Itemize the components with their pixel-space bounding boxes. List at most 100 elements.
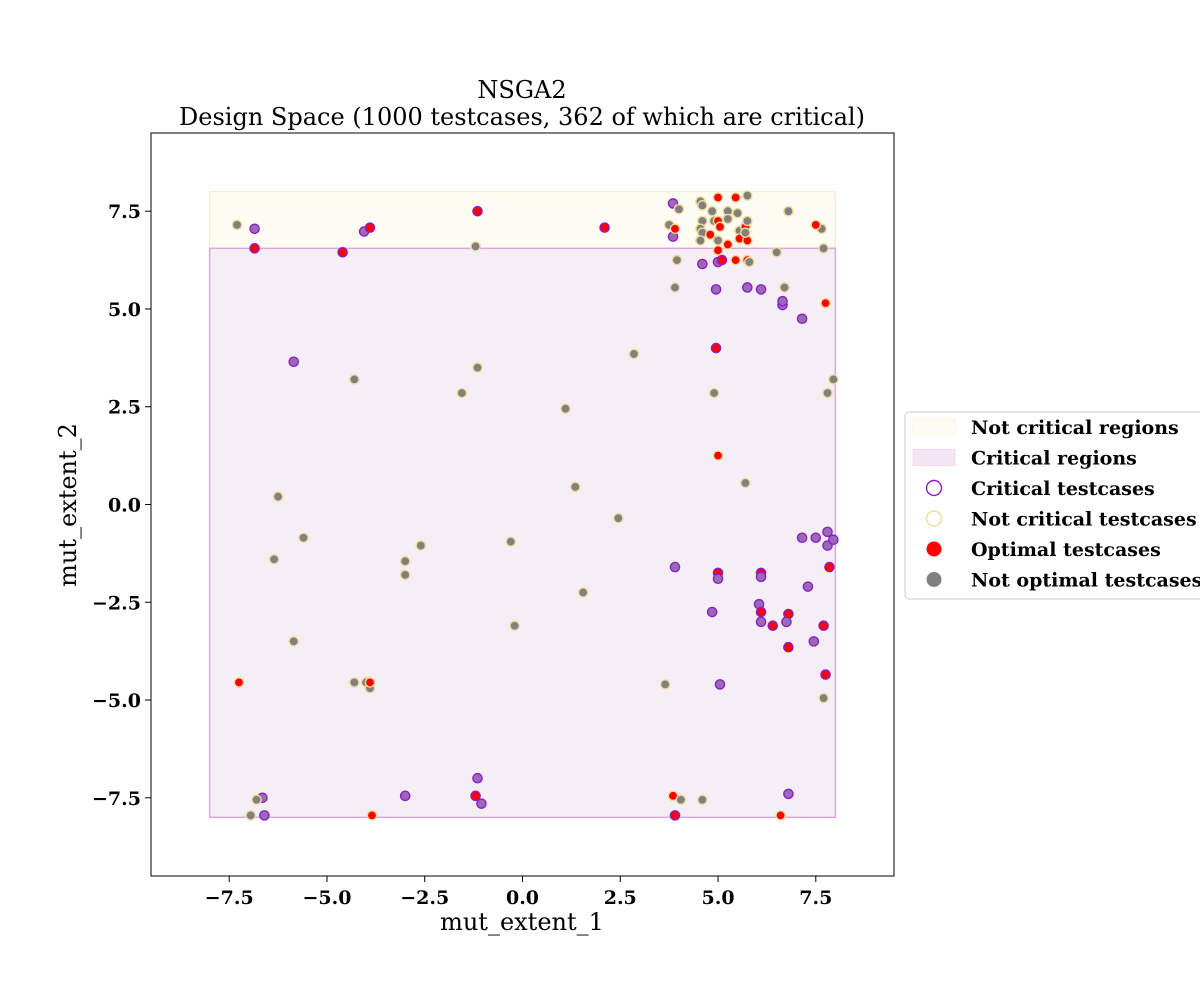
testcase-point-27: [233, 677, 245, 688]
testcase-point-36: [399, 790, 411, 802]
testcase-point-41: [659, 679, 671, 690]
testcase-point-59: [755, 616, 767, 628]
testcase-point-8: [599, 222, 610, 233]
y-tick-label-0: −7.5: [92, 788, 141, 810]
testcase-point-99: [783, 205, 794, 217]
testcase-point-84: [755, 284, 767, 295]
testcase-point-85: [742, 282, 753, 293]
y-tick-label-1: −5.0: [92, 690, 141, 712]
legend-label-region-critical: Critical regions: [971, 448, 1137, 470]
testcase-point-43: [675, 794, 687, 806]
testcase-point-17: [268, 553, 280, 565]
testcase-point-9: [288, 356, 300, 368]
testcase-point-13: [560, 403, 571, 414]
testcase-point-45: [697, 794, 708, 806]
testcase-point-122: [730, 192, 741, 203]
testcase-point-46: [775, 810, 786, 821]
legend-item-not-critical-marker: Not critical testcases: [925, 509, 1197, 531]
testcase-point-86: [710, 284, 722, 295]
testcase-point-2: [249, 243, 260, 254]
testcase-point-62: [781, 616, 792, 628]
testcase-point-48: [818, 692, 829, 704]
testcase-point-87: [669, 282, 681, 293]
legend-label-not-critical-marker: Not critical testcases: [971, 509, 1197, 531]
y-tick-label-3: 0.0: [108, 495, 141, 517]
legend-marker-optimal: [926, 541, 942, 557]
testcase-point-47: [783, 788, 794, 800]
chart-title-line2: Design Space (1000 testcases, 362 of whi…: [179, 103, 865, 131]
x-axis-ticks: −7.5 −5.0 −2.5 0.0 2.5 5.0 7.5: [205, 876, 832, 909]
testcase-point-110: [695, 235, 706, 246]
testcase-point-12: [456, 387, 468, 399]
y-tick-label-5: 5.0: [108, 299, 141, 321]
testcase-point-54: [706, 606, 718, 618]
legend-item-optimal-marker: Optimal testcases: [926, 539, 1161, 561]
testcase-point-5: [364, 222, 376, 233]
testcase-point-77: [822, 387, 833, 399]
legend-items: Not critical regions Critical regions Crit…: [912, 417, 1200, 592]
testcase-point-70: [822, 526, 833, 538]
testcase-point-25: [509, 620, 520, 632]
testcase-point-112: [706, 205, 718, 217]
testcase-point-95: [771, 246, 782, 258]
testcase-point-121: [722, 213, 734, 225]
testcase-point-23: [613, 512, 624, 524]
x-tick-label-5: 5.0: [701, 887, 734, 909]
testcase-point-83: [779, 282, 790, 293]
testcase-point-0: [231, 219, 243, 231]
testcase-point-102: [669, 223, 681, 235]
testcase-point-65: [808, 636, 820, 647]
testcase-point-88: [671, 254, 683, 266]
testcase-point-80: [796, 313, 808, 325]
testcase-point-69: [810, 532, 822, 544]
testcase-point-16: [298, 532, 309, 544]
legend: Not critical regions Critical regions Crit…: [904, 411, 1200, 600]
critical-region: [208, 247, 837, 819]
testcase-point-11: [472, 362, 483, 373]
testcase-point-33: [251, 794, 262, 806]
legend-swatch-critical-region: [912, 449, 956, 466]
testcase-point-20: [415, 540, 427, 551]
testcase-point-98: [810, 219, 822, 231]
testcase-point-34: [245, 810, 257, 821]
testcase-point-82: [777, 295, 788, 307]
testcase-point-6: [472, 205, 483, 217]
testcase-point-129: [740, 227, 751, 239]
legend-swatch-not-critical-region: [912, 418, 956, 436]
testcase-point-92: [730, 254, 741, 266]
testcase-point-24: [577, 587, 589, 598]
x-tick-label-3: 0.0: [506, 887, 539, 909]
testcase-point-91: [716, 254, 728, 266]
chart-title-line1: NSGA2: [477, 76, 566, 104]
testcase-point-73: [740, 477, 751, 489]
testcase-point-123: [732, 207, 743, 219]
testcase-point-49: [820, 669, 831, 680]
testcase-point-40: [476, 798, 487, 809]
y-tick-label-6: 7.5: [108, 201, 141, 223]
testcase-point-63: [783, 641, 794, 653]
testcase-point-119: [722, 239, 734, 250]
testcase-point-56: [755, 571, 767, 583]
testcase-point-53: [712, 573, 724, 585]
points-layer: [231, 190, 839, 821]
testcase-point-60: [767, 620, 779, 632]
y-axis-label: mut_extent_2: [54, 423, 82, 587]
testcase-point-72: [828, 534, 839, 545]
testcase-point-14: [628, 348, 640, 360]
legend-marker-critical: [925, 479, 943, 497]
testcase-point-35: [259, 810, 270, 821]
testcase-point-37: [366, 810, 378, 821]
testcase-point-15: [272, 491, 284, 502]
testcase-point-104: [673, 203, 685, 215]
testcase-point-38: [472, 772, 483, 784]
regions-layer: [208, 191, 837, 819]
legend-label-not-optimal-marker: Not optimal testcases: [971, 570, 1200, 592]
testcase-point-130: [742, 190, 753, 201]
y-axis-ticks: −7.5 −5.0 −2.5 0.0 2.5 5.0 7.5: [92, 201, 151, 810]
testcase-point-1: [249, 223, 260, 235]
y-tick-label-2: −2.5: [92, 592, 141, 614]
testcase-point-117: [712, 235, 724, 246]
testcase-point-22: [569, 481, 581, 493]
testcase-point-26: [288, 636, 300, 647]
